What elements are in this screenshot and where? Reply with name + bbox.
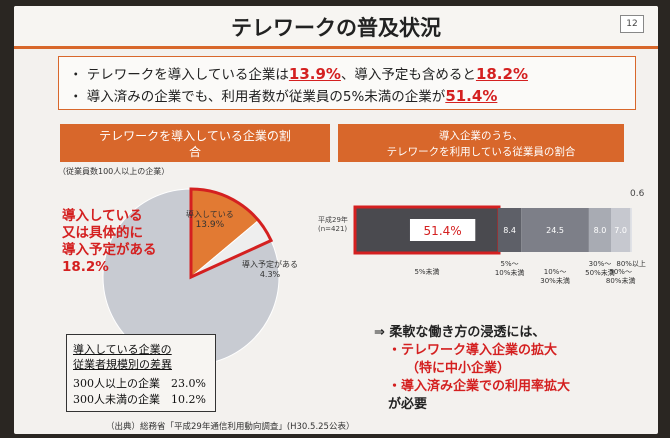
bar-segment-4 [588,208,612,252]
pie-adopted-value: 13.9% [195,220,225,230]
stacked-bar-svg: 51.4% 5%未満 8.4 5%〜 10%未満 24.5 10%〜 30%未満 8.0 30%〜… [353,205,646,285]
left-header-line-1: テレワークを導入している企業の割 [99,129,291,143]
pie-callout-line-1: 導入している [62,208,143,224]
pie-planned-name: 導入予定がある [242,260,298,269]
summary-line-1: ・ テレワークを導入している企業は13.9%、導入予定も含めると18.2% [69,63,528,83]
conclusion-line-2: ・テレワーク導入企業の拡大 [388,343,558,358]
summary-line-1-prefix: ・ テレワークを導入している企業は [69,67,289,83]
page-number: 12 [620,15,644,33]
bar-row-label: 平成29年 (n=421) [318,216,348,234]
pie-callout: 導入している 又は具体的に 導入予定がある 18.2% [62,208,157,276]
pie-adopted-name: 導入している [186,210,234,219]
pie-note: （従業員数100人以上の企業） [58,167,170,176]
bar-value-box-1 [409,219,476,241]
size-box-row-under-300: 300人未満の企業 10.2% [73,393,206,406]
right-header-line-1: 導入企業のうち、 [439,130,523,142]
conclusion: ⇒ 柔軟な働き方の浸透には、 ・テレワーク導入企業の拡大 （特に中小企業） ・導… [374,324,570,414]
bar-segment-5 [611,208,631,252]
right-section-header: 導入企業のうち、 テレワークを利用している従業員の割合 [338,124,624,162]
bar-category-label-6: 80%以上 [616,259,646,268]
pie-callout-line-3: 導入予定がある [62,242,157,258]
bar-segment-3 [521,208,589,252]
pie-highlight-outline [189,187,274,280]
summary-line-2: ・ 導入済みの企業でも、利用者数が従業員の5%未満の企業が51.4% [69,85,497,105]
conclusion-line-5: が必要 [388,397,428,412]
bar-value-label-3: 24.5 [546,226,564,235]
size-box-row-300-plus: 300人以上の企業 23.0% [73,377,206,390]
conclusion-line-4: ・導入済み企業での利用率拡大 [388,379,571,394]
stacked-bar-chart: 平成29年 (n=421) 0.6 51.4% 5%未満 8.4 5%〜 10%未満 24… [314,190,654,304]
bar-category-label-5: 50%〜 80%未満 [606,268,636,285]
source-note: （出典）総務省「平成29年通信利用動向調査」(H30.5.25公表） [106,422,355,432]
size-box-title-2: 従業者規模別の差異 [73,358,172,371]
bar-category-label-1: 5%未満 [414,267,439,276]
slide: テレワークの普及状況 12 ・ テレワークを導入している企業は13.9%、導入予… [14,6,658,434]
bar-value-label-2: 8.4 [503,226,516,235]
bar-row-label-year: 平成29年 [318,216,348,224]
slide-title: テレワークの普及状況 [231,16,441,40]
summary-value-adopted: 13.9% [288,65,341,83]
bar-category-label-2: 5%〜 10%未満 [495,260,525,277]
size-difference-box: 導入している企業の 従業者規模別の差異 300人以上の企業 23.0% 300人… [66,334,216,412]
bar-category-label-4: 30%〜 50%未満 [585,260,615,277]
title-bar: テレワークの普及状況 12 [14,6,658,49]
summary-value-including-planned: 18.2% [475,65,528,83]
pie-planned-label: 導入予定がある 4.3% [242,260,298,280]
pie-adopted-label: 導入している 13.9% [186,210,234,230]
pie-callout-line-2: 又は具体的に [62,225,143,241]
summary-line-2-prefix: ・ 導入済みの企業でも、利用者数が従業員の5%未満の企業が [69,89,446,105]
bar-value-label-4: 8.0 [594,226,607,235]
pie-chart [96,182,286,372]
summary-line-1-mid: 、導入予定も含めると [340,67,476,83]
conclusion-line-3: （特に中小企業） [406,361,511,376]
bar-value-label-1: 51.4% [424,224,462,238]
pie-planned-value: 4.3% [259,270,281,279]
bar-segment-6 [630,208,632,252]
bar-category-label-3: 10%〜 30%未満 [540,268,570,285]
right-header-line-2: テレワークを利用している従業員の割合 [386,146,576,158]
summary-value-under-5pct: 51.4% [445,87,498,105]
left-header-line-2: 合 [188,145,201,159]
pie-callout-value: 18.2% [62,259,109,275]
size-box-title-1: 導入している企業の [73,343,172,356]
bar-extra-label: 0.6 [630,189,645,199]
left-section-header: テレワークを導入している企業の割 合 [60,124,330,162]
pie-chart-svg [102,187,280,366]
bar-row-label-n: (n=421) [318,225,348,233]
bar-value-label-5: 7.0 [614,226,627,235]
bar-segment-2 [498,208,522,252]
conclusion-line-1: ⇒ 柔軟な働き方の浸透には、 [374,325,546,340]
summary-box: ・ テレワークを導入している企業は13.9%、導入予定も含めると18.2% ・ … [58,56,636,110]
